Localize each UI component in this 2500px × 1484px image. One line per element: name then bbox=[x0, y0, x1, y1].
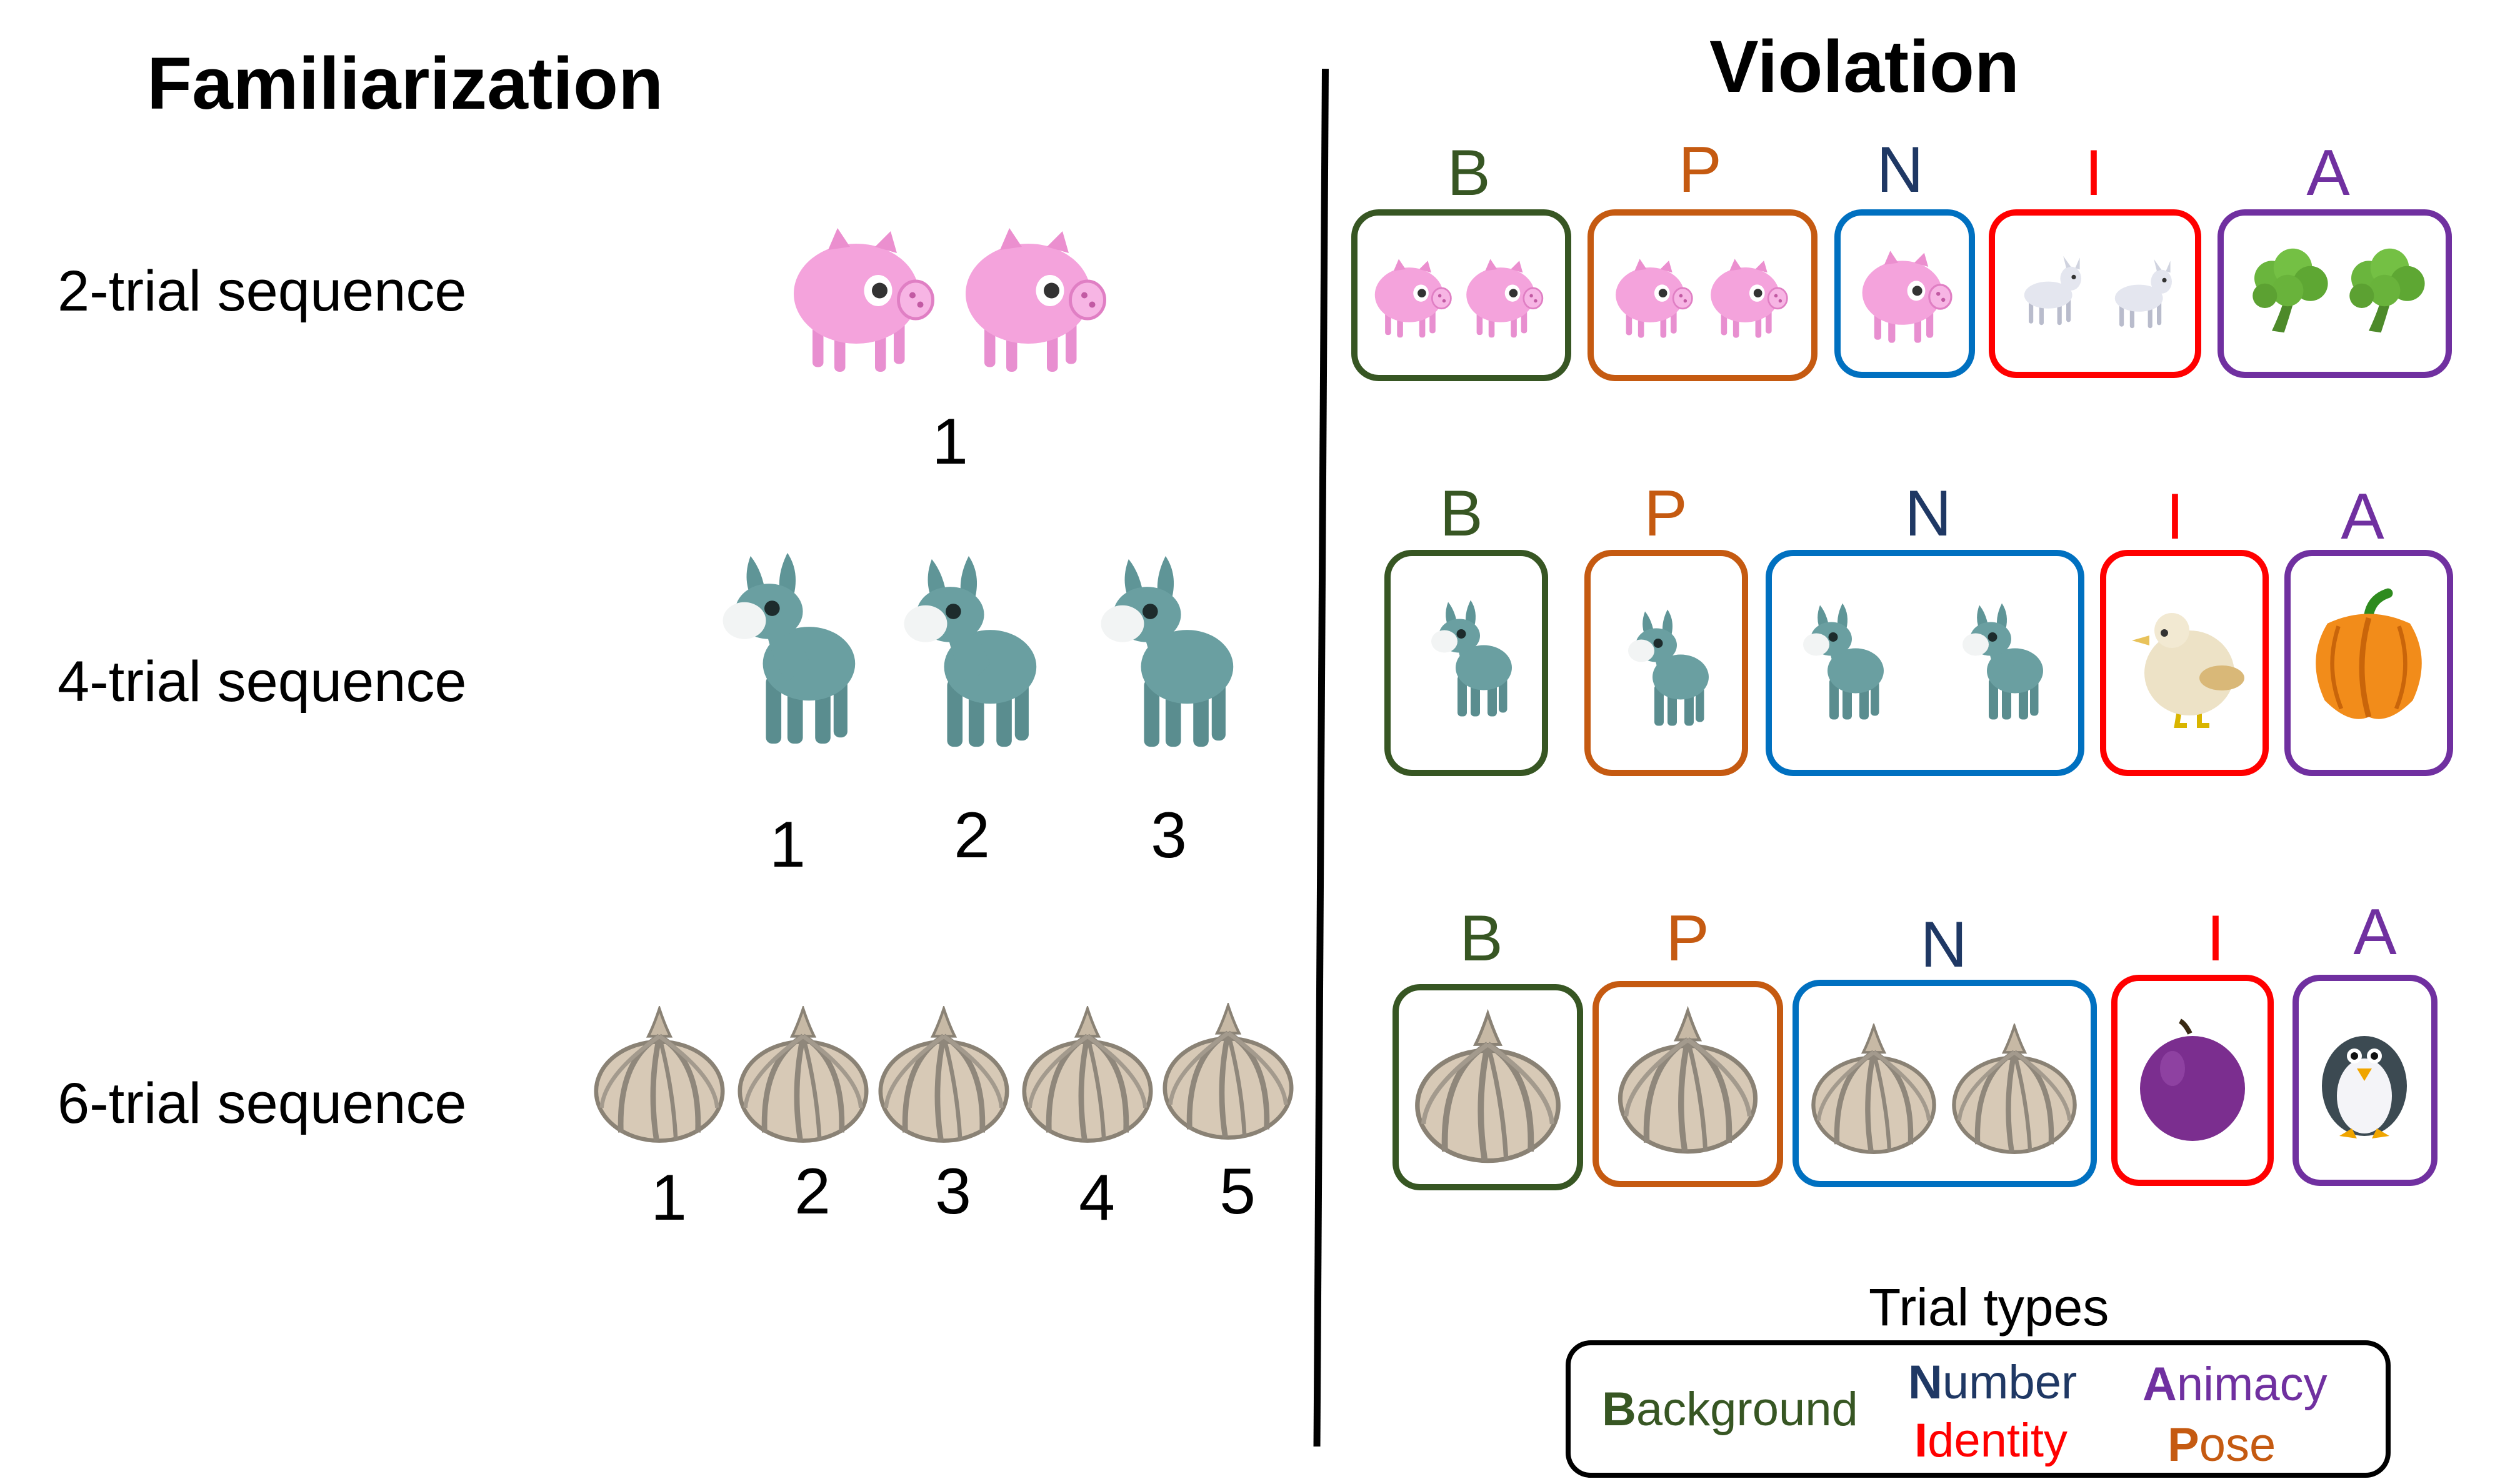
donkey-icon bbox=[1084, 553, 1241, 753]
goat-icon bbox=[2024, 256, 2172, 329]
donkey-icon bbox=[1431, 600, 1512, 717]
sequence-number: 1 bbox=[769, 809, 806, 881]
trial-box-pose bbox=[1592, 981, 1783, 1187]
trial-box-number bbox=[1834, 209, 1975, 378]
penguin-icon bbox=[2322, 1036, 2407, 1138]
donkey-icon bbox=[1628, 609, 1709, 726]
trial-box-animacy bbox=[2218, 209, 2452, 378]
donkey-icon bbox=[706, 550, 862, 750]
chick-icon bbox=[2106, 556, 2262, 770]
trial-type-label-background: B bbox=[1459, 902, 1503, 975]
trial-box-number bbox=[1792, 980, 2097, 1187]
pig-icon bbox=[1614, 257, 1788, 339]
trial-box-background bbox=[1351, 209, 1571, 381]
garlic-icon bbox=[1599, 987, 1777, 1181]
trial-type-label-pose: P bbox=[1678, 134, 1722, 206]
trial-box-pose bbox=[1584, 550, 1748, 776]
pig-icon bbox=[956, 212, 1112, 387]
garlic-icon bbox=[1799, 986, 2091, 1181]
legend-item-number: Number bbox=[1908, 1356, 2078, 1409]
garlic-icon bbox=[1399, 990, 1577, 1184]
row-label-4-trial: 4-trial sequence bbox=[58, 650, 467, 714]
trial-type-label-number: N bbox=[1904, 477, 1952, 550]
garlic-icon bbox=[1019, 1006, 1156, 1143]
trial-box-animacy bbox=[2284, 550, 2453, 776]
trial-type-label-background: B bbox=[1439, 477, 1483, 550]
plum-icon bbox=[2118, 981, 2268, 1180]
trial-type-label-number: N bbox=[1876, 134, 1924, 206]
trial-type-label-pose: P bbox=[1666, 902, 1709, 975]
pig-icon bbox=[1374, 258, 1544, 339]
trial-box-number bbox=[1766, 550, 2084, 776]
sequence-number: 3 bbox=[935, 1155, 971, 1228]
trial-box-background bbox=[1384, 550, 1548, 776]
familiarization-title: Familiarization bbox=[147, 42, 664, 125]
legend-item-pose: Pose bbox=[2168, 1418, 2276, 1472]
legend-item-animacy: Animacy bbox=[2142, 1358, 2328, 1411]
trial-type-label-identity: I bbox=[2084, 137, 2103, 209]
trial-box-animacy bbox=[2292, 975, 2438, 1186]
trial-type-label-animacy: A bbox=[2353, 896, 2397, 969]
violation-title: Violation bbox=[1709, 26, 2020, 108]
garlic-icon bbox=[875, 1006, 1012, 1143]
trial-box-identity bbox=[2100, 550, 2269, 776]
pig-icon bbox=[1861, 249, 1952, 344]
garlic-icon bbox=[734, 1006, 872, 1143]
sequence-number: 2 bbox=[794, 1155, 831, 1228]
sequence-number: 1 bbox=[651, 1162, 687, 1234]
sequence-number: 1 bbox=[932, 406, 968, 478]
trial-type-label-animacy: A bbox=[2341, 481, 2384, 553]
trial-box-identity bbox=[1989, 209, 2201, 378]
garlic-icon bbox=[591, 1006, 728, 1143]
broccoli-icon bbox=[2252, 248, 2425, 333]
sequence-number: 4 bbox=[1079, 1162, 1115, 1234]
trial-type-label-number: N bbox=[1920, 909, 1968, 981]
trial-type-label-animacy: A bbox=[2306, 137, 2350, 209]
legend-item-identity: Identity bbox=[1914, 1414, 2068, 1467]
sequence-number: 5 bbox=[1219, 1155, 1256, 1228]
legend-item-background: Background bbox=[1602, 1383, 1858, 1436]
garlic-icon bbox=[1159, 1003, 1297, 1140]
trial-type-label-identity: I bbox=[2166, 481, 2184, 553]
row-label-6-trial: 6-trial sequence bbox=[58, 1072, 467, 1135]
trial-box-background bbox=[1392, 984, 1583, 1190]
pig-icon bbox=[784, 212, 941, 387]
trial-type-label-pose: P bbox=[1644, 477, 1688, 550]
pepper-icon bbox=[2291, 556, 2447, 770]
trial-type-label-background: B bbox=[1447, 137, 1491, 209]
legend-title: Trial types bbox=[1869, 1278, 2109, 1337]
donkey-icon bbox=[1803, 603, 2043, 720]
donkey-icon bbox=[888, 553, 1044, 753]
row-label-2-trial: 2-trial sequence bbox=[58, 259, 467, 323]
legend-box: Background Number Identity Animacy Pose bbox=[1566, 1340, 2391, 1478]
sequence-number: 3 bbox=[1151, 799, 1187, 872]
section-divider bbox=[1313, 69, 1329, 1447]
trial-type-label-identity: I bbox=[2206, 902, 2225, 975]
trial-box-pose bbox=[1588, 209, 1818, 381]
trial-box-identity bbox=[2111, 975, 2274, 1186]
sequence-number: 2 bbox=[954, 799, 990, 872]
